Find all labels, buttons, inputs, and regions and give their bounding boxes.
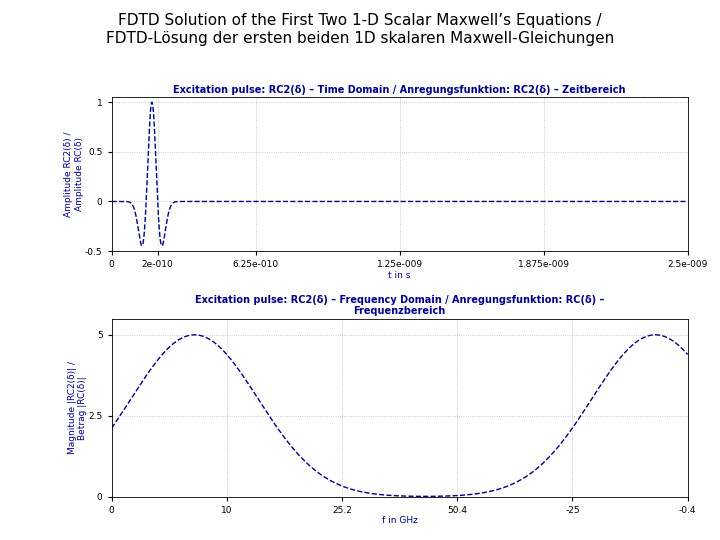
Y-axis label: Magnitude |RC2(δ)| /
Betrag |RC(δ)|: Magnitude |RC2(δ)| / Betrag |RC(δ)| (68, 361, 87, 454)
Text: FDTD Solution of the First Two 1-D Scalar Maxwell’s Equations /
FDTD-Lösung der : FDTD Solution of the First Two 1-D Scala… (106, 14, 614, 46)
Title: Excitation pulse: RC2(δ) – Time Domain / Anregungsfunktion: RC2(δ) – Zeitbereich: Excitation pulse: RC2(δ) – Time Domain /… (174, 85, 626, 95)
Y-axis label: Amplitude RC2(δ) /
Amplitude RC(δ): Amplitude RC2(δ) / Amplitude RC(δ) (64, 131, 84, 217)
Title: Excitation pulse: RC2(δ) – Frequency Domain / Anregungsfunktion: RC(δ) –
Frequen: Excitation pulse: RC2(δ) – Frequency Dom… (195, 295, 604, 316)
X-axis label: t in s: t in s (388, 271, 411, 280)
X-axis label: f in GHz: f in GHz (382, 516, 418, 525)
